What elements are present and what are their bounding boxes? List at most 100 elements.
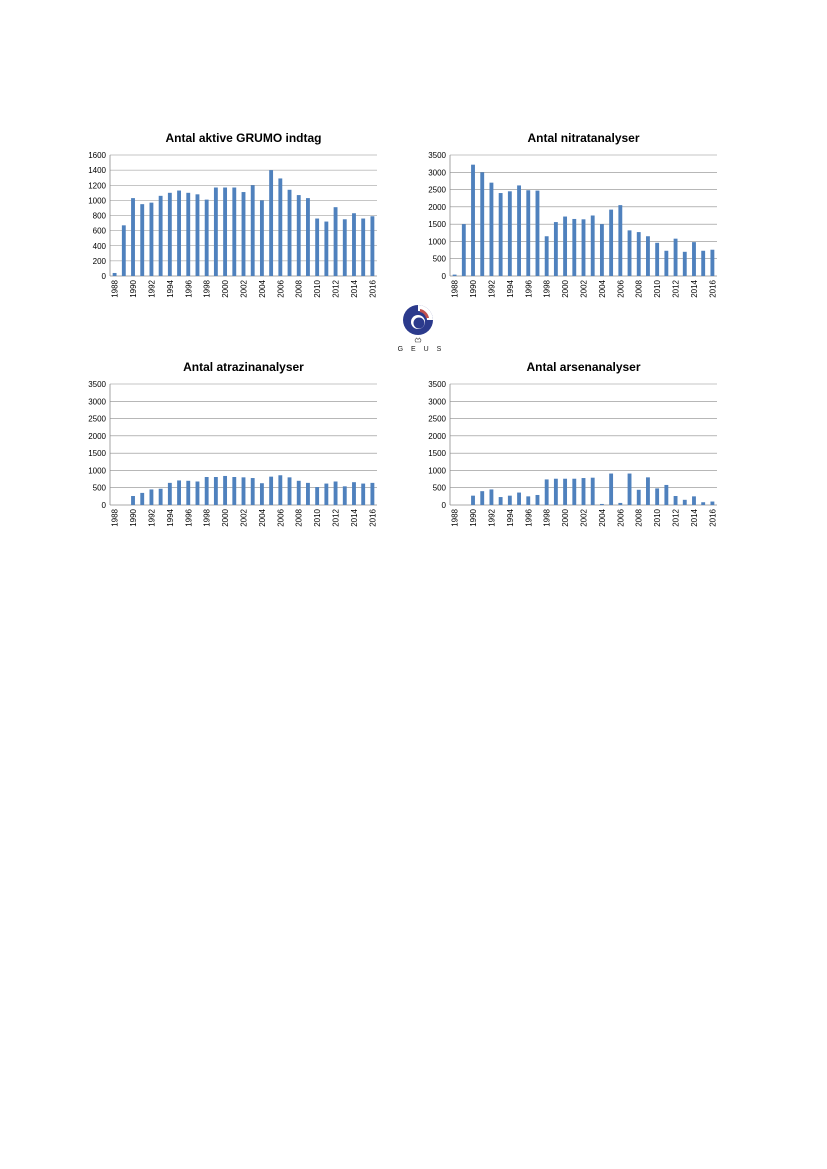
- x-tick-label: 1994: [506, 508, 515, 526]
- bar-2015: [361, 218, 366, 276]
- x-tick-label: 2004: [598, 279, 607, 297]
- y-tick-label: 1600: [88, 151, 106, 160]
- x-tick-label: 1988: [111, 508, 120, 526]
- bar-2003: [250, 478, 255, 505]
- y-tick-label: 2500: [88, 415, 106, 424]
- x-tick-label: 2006: [616, 279, 625, 297]
- x-tick-label: 1996: [524, 508, 533, 526]
- bar-1998: [204, 476, 209, 505]
- bar-1996: [186, 192, 191, 276]
- y-tick-label: 1000: [88, 196, 106, 205]
- x-tick-label: 1992: [487, 279, 496, 297]
- bar-2010: [655, 242, 660, 276]
- bar-1995: [177, 190, 181, 276]
- bar-1988: [112, 272, 117, 276]
- y-tick-label: 1000: [88, 466, 106, 475]
- bar-2003: [250, 185, 255, 276]
- bar-2001: [232, 187, 237, 276]
- bar-2015: [701, 502, 706, 505]
- x-tick-label: 1992: [147, 279, 156, 297]
- bar-1997: [195, 481, 200, 505]
- chart-atrazinanalyser: Antal atrazinanalyser 0 500 1000 1500 2000 250…: [80, 357, 380, 557]
- bar-1996: [186, 480, 191, 505]
- x-tick-label: 2016: [708, 279, 717, 297]
- bar-2010: [315, 218, 320, 276]
- bar-2013: [682, 251, 687, 276]
- bar-2007: [287, 477, 292, 505]
- bar-2006: [618, 205, 623, 276]
- bar-2009: [306, 482, 310, 505]
- bar-2000: [563, 478, 568, 505]
- x-tick-label: 2002: [580, 279, 589, 297]
- y-tick-label: 3500: [88, 380, 106, 389]
- bar-1992: [149, 489, 154, 505]
- bar-1995: [517, 185, 521, 276]
- bar-1990: [471, 164, 475, 276]
- chart-svg: Antal atrazinanalyser 0 500 1000 1500 2000 250…: [88, 360, 377, 527]
- bar-2012: [673, 238, 678, 276]
- bar-2016: [370, 482, 375, 505]
- x-tick-label: 2016: [368, 508, 377, 526]
- x-tick-label: 2004: [258, 508, 267, 526]
- chart-title: Antal atrazinanalyser: [183, 360, 304, 374]
- bar-2013: [682, 499, 687, 505]
- y-tick-label: 500: [433, 484, 447, 493]
- bar-2001: [572, 218, 577, 276]
- bar-2013: [342, 486, 347, 505]
- bar-2004: [599, 224, 604, 276]
- x-tick-label: 2000: [221, 279, 230, 297]
- x-tick-label: 1996: [184, 279, 193, 297]
- bar-2005: [269, 170, 274, 276]
- bar-1991: [140, 204, 145, 276]
- x-tick-label: 1998: [203, 279, 212, 297]
- bar-2014: [352, 482, 356, 505]
- y-tick-label: 2000: [428, 432, 446, 441]
- x-tick-label: 1990: [469, 508, 478, 526]
- x-tick-label: 2004: [598, 508, 607, 526]
- bar-1992: [489, 489, 494, 505]
- bar-2011: [664, 484, 669, 505]
- chart-title: Antal aktive GRUMO indtag: [165, 131, 321, 145]
- bar-1993: [158, 195, 163, 276]
- bar-1998: [544, 479, 549, 505]
- y-tick-label: 1200: [88, 181, 106, 190]
- y-tick-label: 500: [433, 255, 447, 264]
- bar-1996: [526, 190, 531, 276]
- x-tick-label: 2006: [276, 279, 285, 297]
- x-tick-label: 1988: [111, 279, 120, 297]
- bar-2007: [627, 230, 632, 276]
- y-tick-label: 1500: [428, 220, 446, 229]
- x-tick-label: 1994: [166, 279, 175, 297]
- bar-1995: [517, 492, 521, 505]
- y-tick-label: 3000: [428, 397, 446, 406]
- bar-1997: [195, 194, 200, 276]
- x-tick-label: 1998: [203, 508, 212, 526]
- bar-2008: [636, 489, 641, 505]
- bar-1993: [498, 193, 503, 276]
- bar-2015: [361, 483, 366, 505]
- x-tick-label: 2006: [276, 508, 285, 526]
- chart-svg: Antal aktive GRUMO indtag 0 200 400 600 800 10…: [88, 131, 377, 298]
- y-tick-label: 3500: [428, 380, 446, 389]
- bar-2010: [655, 488, 660, 505]
- x-tick-label: 2006: [616, 508, 625, 526]
- x-tick-label: 2014: [350, 279, 359, 297]
- bar-1999: [213, 187, 218, 276]
- x-tick-label: 2012: [672, 508, 681, 526]
- bar-1989: [121, 225, 126, 276]
- y-tick-label: 0: [442, 501, 447, 510]
- bar-2006: [618, 502, 623, 505]
- x-tick-label: 1990: [469, 279, 478, 297]
- bar-2002: [581, 219, 586, 276]
- chart-title: Antal nitratanalyser: [527, 131, 639, 145]
- bar-1995: [177, 480, 181, 505]
- x-tick-label: 2014: [350, 508, 359, 526]
- x-tick-label: 2008: [635, 279, 644, 297]
- y-tick-label: 3500: [428, 151, 446, 160]
- x-tick-label: 2010: [653, 279, 662, 297]
- y-tick-label: 600: [93, 227, 107, 236]
- bar-2013: [342, 219, 347, 276]
- bar-2016: [710, 249, 715, 276]
- x-tick-label: 1990: [129, 279, 138, 297]
- y-tick-label: 800: [93, 212, 107, 221]
